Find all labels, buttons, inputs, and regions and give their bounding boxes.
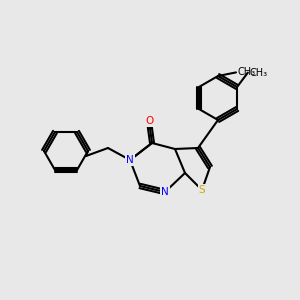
Text: CH₃: CH₃ <box>250 68 268 78</box>
Text: N: N <box>161 187 169 197</box>
Text: S: S <box>199 185 205 195</box>
Text: N: N <box>126 155 134 165</box>
Text: CH₃: CH₃ <box>238 68 256 77</box>
Text: O: O <box>145 116 153 126</box>
